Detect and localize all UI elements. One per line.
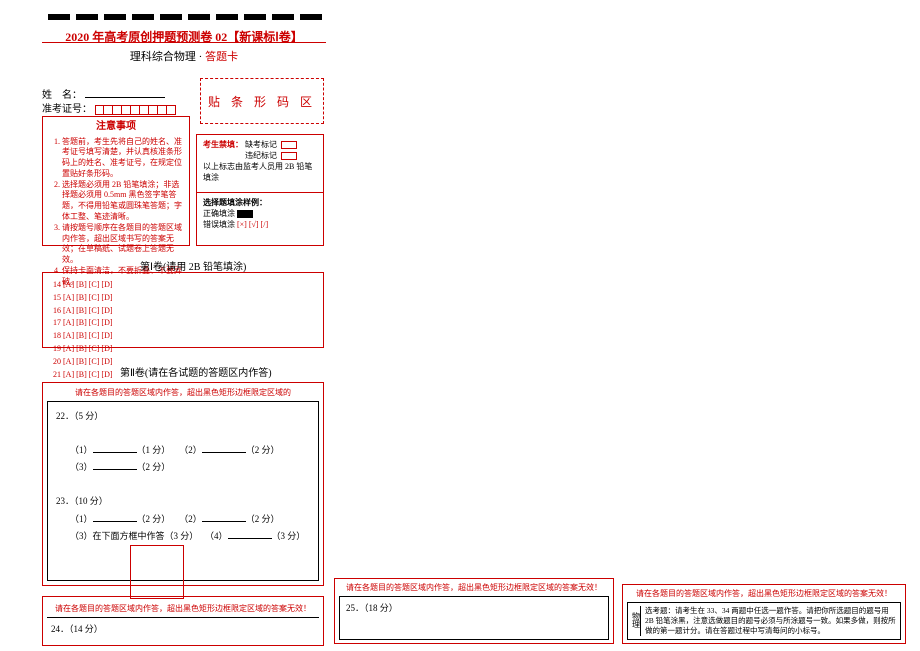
q22-3pts: （2 分） <box>137 462 171 472</box>
section2-label: 第Ⅱ卷(请在各试题的答题区内作答) <box>120 364 272 379</box>
q22-label: 22．（5 分） <box>56 408 310 425</box>
q23-draw-box[interactable] <box>130 545 184 599</box>
q22-2: （2） <box>179 445 202 455</box>
correct-fill-icon <box>237 210 253 218</box>
title-underline <box>42 42 326 43</box>
q22-1: （1） <box>70 445 93 455</box>
footer-left-header: 请在各题目的答题区域内作答，超出黑色矩形边框限定区域的答案无效！ <box>47 600 319 618</box>
answer-panel-inner[interactable]: 22．（5 分） （1） （1 分） （2） （2 分） （3） （2 分） 23．（… <box>47 401 319 581</box>
q23-2pts: （2 分） <box>246 514 280 524</box>
footer-right-header: 请在各题目的答题区域内作答，超出黑色矩形边框限定区域的答案无效！ <box>623 585 905 602</box>
q22-2pts: （2 分） <box>246 445 280 455</box>
elective-instructions: 选考题：请考生在 33、34 两题中任选一题作答。请把你所选题目的题号用 2B … <box>641 606 896 636</box>
id-field-row: 准考证号： <box>42 100 176 115</box>
notice-title: 注意事项 <box>48 120 184 134</box>
mc-row[interactable]: 17 [A] [B] [C] [D] <box>53 317 183 330</box>
q25-label: 25．（18 分） <box>346 603 398 613</box>
footer-right-panel: 请在各题目的答题区域内作答，超出黑色矩形边框限定区域的答案无效！ 物理 选考题：… <box>622 584 906 644</box>
q24-label: 24．（14 分） <box>43 618 323 639</box>
q23-4: （4） <box>205 531 228 541</box>
notice-item: 答题前，考生先将自己的姓名、准考证号填写清楚，并认真核准条形码上的姓名、准考证号… <box>62 137 184 180</box>
q23-1: （1） <box>70 514 93 524</box>
violate-rect <box>281 152 297 160</box>
exam-subtitle: 理科综合物理 · 答题卡 <box>42 48 326 64</box>
violate-label: 违纪标记 <box>245 151 277 160</box>
wrong-fill-label: 错误填涂 <box>203 220 235 229</box>
footer-mid-header: 请在各题目的答题区域内作答，超出黑色矩形边框限定区域的答案无效！ <box>335 579 613 596</box>
forbid-label: 考生禁填： <box>203 140 243 149</box>
q22-3: （3） <box>70 462 93 472</box>
subject-side-label: 物理 <box>632 606 641 636</box>
forbid-fill-section: 考生禁填： 缺考标记 考生禁填： 违纪标记 以上标志由监考人员用 2B 铅笔填涂 <box>197 135 323 193</box>
absent-label: 缺考标记 <box>245 140 277 149</box>
barcode-area: 贴 条 形 码 区 <box>200 78 324 124</box>
wrong-fill-icons: [×] [√] [/] <box>237 220 268 229</box>
id-label: 准考证号： <box>42 104 92 115</box>
fill-sample-section: 选择题填涂样例： 正确填涂 错误填涂 [×] [√] [/] <box>197 193 323 234</box>
mc-row[interactable]: 14 [A] [B] [C] [D] <box>53 279 183 292</box>
q23-4pts: （3 分） <box>272 531 306 541</box>
correct-fill-label: 正确填涂 <box>203 209 235 218</box>
mc-row[interactable]: 19 [A] [B] [C] [D] <box>53 343 183 356</box>
notice-box: 注意事项 答题前，考生先将自己的姓名、准考证号填写清楚，并认真核准条形码上的姓名… <box>42 116 190 246</box>
mc-row[interactable]: 18 [A] [B] [C] [D] <box>53 330 183 343</box>
q23-label: 23．（10 分） <box>56 493 310 510</box>
name-input-line[interactable] <box>85 88 165 98</box>
footer-right-inner: 物理 选考题：请考生在 33、34 两题中任选一题作答。请把你所选题目的题号用 … <box>627 602 901 640</box>
section1-label: 第Ⅰ卷(请用 2B 铅笔填涂) <box>140 258 246 273</box>
top-registration-marks <box>48 14 322 20</box>
notice-item: 选择题必须用 2B 铅笔填涂；非选择题必须用 0.5mm 黑色签字笔答题，不得用… <box>62 180 184 223</box>
footer-mid-panel: 请在各题目的答题区域内作答，超出黑色矩形边框限定区域的答案无效！ 25．（18 … <box>334 578 614 644</box>
id-boxes[interactable] <box>95 105 176 115</box>
answer-panel: 请在各题目的答题区域内作答，超出黑色矩形边框限定区域的 22．（5 分） （1）… <box>42 382 324 586</box>
footer-left-panel: 请在各题目的答题区域内作答，超出黑色矩形边框限定区域的答案无效！ 24．（14 … <box>42 596 324 646</box>
q23-2: （2） <box>179 514 202 524</box>
mc-col-left: 14 [A] [B] [C] [D] 15 [A] [B] [C] [D] 16… <box>53 279 183 343</box>
q22-1pts: （1 分） <box>137 445 171 455</box>
q23-1pts: （2 分） <box>137 514 171 524</box>
name-field-row: 姓 名： <box>42 86 165 101</box>
marker-sample-box: 考生禁填： 缺考标记 考生禁填： 违纪标记 以上标志由监考人员用 2B 铅笔填涂… <box>196 134 324 246</box>
mc-row[interactable]: 16 [A] [B] [C] [D] <box>53 305 183 318</box>
answer-panel-header: 请在各题目的答题区域内作答，超出黑色矩形边框限定区域的 <box>43 383 323 402</box>
subtitle-red: 答题卡 <box>205 51 238 63</box>
sample-title: 选择题填涂样例： <box>203 197 317 208</box>
absent-rect <box>281 141 297 149</box>
footer-mid-inner[interactable]: 25．（18 分） <box>339 596 609 640</box>
subtitle-plain: 理科综合物理 · <box>130 51 205 63</box>
forbid-note: 以上标志由监考人员用 2B 铅笔填涂 <box>203 162 312 182</box>
multiple-choice-box: 14 [A] [B] [C] [D] 15 [A] [B] [C] [D] 16… <box>42 272 324 348</box>
q23-3: （3）在下面方框中作答（3 分） <box>70 531 198 541</box>
mc-row[interactable]: 15 [A] [B] [C] [D] <box>53 292 183 305</box>
answer-sheet-page: 2020 年高考原创押题预测卷 02【新课标Ⅰ卷】 理科综合物理 · 答题卡 姓… <box>0 0 920 651</box>
